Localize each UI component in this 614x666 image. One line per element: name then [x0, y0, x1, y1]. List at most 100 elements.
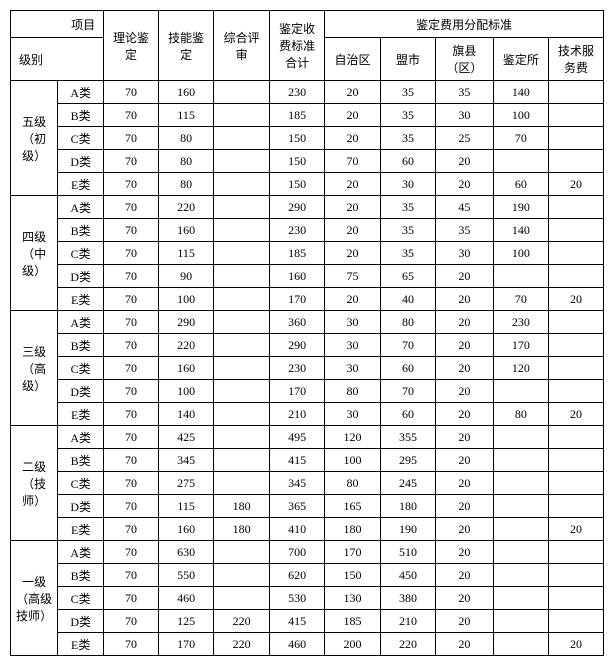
data-cell: 70	[104, 541, 159, 564]
data-cell	[214, 426, 269, 449]
header-county: 旗县（区）	[436, 38, 493, 81]
data-cell: 220	[158, 334, 213, 357]
data-cell: 20	[436, 334, 493, 357]
data-cell: 20	[325, 173, 380, 196]
data-cell: 230	[269, 357, 324, 380]
category-label: D类	[58, 265, 104, 288]
data-cell: 70	[104, 173, 159, 196]
level-label: 二级（技师）	[11, 426, 58, 541]
data-cell: 80	[158, 127, 213, 150]
table-row: D类7090160756520	[11, 265, 604, 288]
header-level: 级别	[11, 38, 104, 81]
data-cell	[549, 311, 604, 334]
data-cell: 80	[325, 380, 380, 403]
data-cell: 70	[104, 104, 159, 127]
data-cell: 170	[493, 334, 548, 357]
category-label: C类	[58, 357, 104, 380]
data-cell: 345	[269, 472, 324, 495]
table-row: 二级（技师）A类7042549512035520	[11, 426, 604, 449]
data-cell	[549, 104, 604, 127]
data-cell	[214, 334, 269, 357]
data-cell: 80	[158, 173, 213, 196]
table-row: B类7055062015045020	[11, 564, 604, 587]
data-cell: 180	[380, 495, 435, 518]
data-cell	[493, 518, 548, 541]
level-label: 四级（中级）	[11, 196, 58, 311]
data-cell	[493, 564, 548, 587]
data-cell: 70	[104, 610, 159, 633]
data-cell: 20	[325, 288, 380, 311]
data-cell: 20	[436, 426, 493, 449]
data-cell: 20	[436, 610, 493, 633]
data-cell: 35	[436, 81, 493, 104]
data-cell: 150	[269, 150, 324, 173]
data-cell	[493, 265, 548, 288]
data-cell: 20	[436, 587, 493, 610]
data-cell: 290	[158, 311, 213, 334]
data-cell: 20	[549, 288, 604, 311]
category-label: C类	[58, 127, 104, 150]
data-cell: 170	[158, 633, 213, 656]
data-cell: 450	[380, 564, 435, 587]
data-cell: 20	[436, 564, 493, 587]
data-cell: 20	[436, 173, 493, 196]
data-cell	[549, 472, 604, 495]
data-cell: 70	[104, 426, 159, 449]
data-cell: 35	[380, 81, 435, 104]
data-cell: 180	[214, 518, 269, 541]
data-cell: 140	[493, 219, 548, 242]
data-cell: 70	[104, 495, 159, 518]
data-cell: 100	[158, 288, 213, 311]
table-row: C类702753458024520	[11, 472, 604, 495]
data-cell: 360	[269, 311, 324, 334]
category-label: D类	[58, 610, 104, 633]
data-cell: 415	[269, 610, 324, 633]
data-cell: 70	[104, 127, 159, 150]
data-cell: 60	[380, 403, 435, 426]
category-label: C类	[58, 472, 104, 495]
data-cell	[549, 219, 604, 242]
header-tech-fee: 技术服务费	[549, 38, 604, 81]
data-cell: 30	[325, 311, 380, 334]
data-cell: 20	[325, 242, 380, 265]
table-row: 一级（高级技师）A类7063070017051020	[11, 541, 604, 564]
data-cell: 80	[158, 150, 213, 173]
data-cell	[549, 610, 604, 633]
data-cell: 115	[158, 495, 213, 518]
data-cell	[549, 564, 604, 587]
data-cell	[549, 196, 604, 219]
data-cell: 150	[269, 127, 324, 150]
data-cell	[549, 242, 604, 265]
data-cell: 230	[269, 219, 324, 242]
data-cell	[493, 495, 548, 518]
data-cell	[549, 81, 604, 104]
data-cell: 30	[325, 357, 380, 380]
level-label: 五级（初级）	[11, 81, 58, 196]
data-cell: 190	[493, 196, 548, 219]
data-cell	[214, 311, 269, 334]
header-city: 盟市	[380, 38, 435, 81]
data-cell: 170	[269, 288, 324, 311]
data-cell: 20	[325, 219, 380, 242]
data-cell: 70	[104, 81, 159, 104]
data-cell: 20	[436, 265, 493, 288]
data-cell: 115	[158, 242, 213, 265]
data-cell: 365	[269, 495, 324, 518]
data-cell: 35	[380, 242, 435, 265]
data-cell: 220	[214, 633, 269, 656]
header-fee-total: 鉴定收费标准合计	[269, 11, 324, 81]
data-cell: 70	[104, 633, 159, 656]
data-cell: 290	[269, 334, 324, 357]
table-row: B类70160230203535140	[11, 219, 604, 242]
data-cell: 230	[493, 311, 548, 334]
data-cell	[549, 426, 604, 449]
data-cell	[214, 357, 269, 380]
data-cell: 70	[104, 587, 159, 610]
data-cell	[214, 380, 269, 403]
table-row: E类701601804101801902020	[11, 518, 604, 541]
data-cell	[549, 541, 604, 564]
category-label: D类	[58, 380, 104, 403]
table-row: E类70801502030206020	[11, 173, 604, 196]
data-cell	[493, 426, 548, 449]
table-row: C类70115185203530100	[11, 242, 604, 265]
